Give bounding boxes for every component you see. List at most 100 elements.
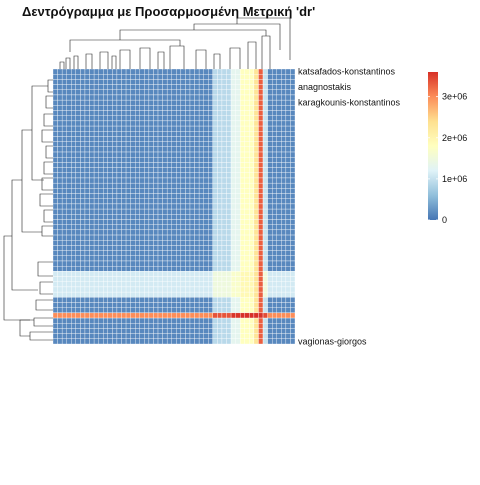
- heatmap-cell: [52, 229, 58, 236]
- heatmap-cell: [144, 307, 150, 314]
- heatmap-cell: [103, 333, 108, 339]
- heatmap-cell: [230, 291, 236, 298]
- heatmap-cell: [130, 265, 136, 272]
- heatmap-cell: [139, 84, 145, 90]
- heatmap-cell: [157, 68, 163, 75]
- heatmap-cell: [116, 317, 122, 324]
- heatmap-cell: [208, 203, 213, 210]
- heatmap-cell: [189, 177, 195, 184]
- heatmap-cell: [112, 110, 118, 116]
- heatmap-cell: [107, 151, 113, 158]
- heatmap-cell: [121, 94, 127, 101]
- heatmap-cell: [130, 208, 136, 215]
- heatmap-cell: [212, 79, 218, 85]
- heatmap-cell: [198, 110, 204, 116]
- heatmap-cell: [93, 141, 99, 148]
- row-dendrogram-branch: [29, 331, 53, 341]
- heatmap-cell: [171, 136, 177, 142]
- heatmap-cell: [203, 141, 209, 148]
- heatmap-cell: [135, 177, 140, 184]
- heatmap-cell: [267, 146, 273, 153]
- heatmap-cell: [180, 265, 186, 272]
- heatmap-cell: [84, 317, 90, 324]
- heatmap-cell: [276, 141, 282, 148]
- heatmap-cell: [281, 240, 287, 246]
- heatmap-cell: [103, 312, 108, 319]
- heatmap-cell: [162, 245, 168, 251]
- heatmap-cell: [276, 203, 282, 210]
- heatmap-cell: [285, 333, 291, 339]
- heatmap-cell: [166, 255, 172, 262]
- heatmap-cell: [230, 286, 236, 293]
- heatmap-cell: [130, 312, 136, 319]
- heatmap-cell: [75, 219, 81, 225]
- heatmap-cell: [153, 208, 159, 215]
- heatmap-cell: [258, 234, 264, 241]
- heatmap-cell: [240, 286, 245, 293]
- heatmap-cell: [203, 203, 209, 210]
- heatmap-cell: [139, 286, 145, 293]
- heatmap-cell: [212, 172, 218, 179]
- heatmap-cell: [176, 255, 182, 262]
- heatmap-cell: [107, 240, 113, 246]
- heatmap-cell: [217, 182, 223, 189]
- heatmap-cell: [84, 115, 90, 122]
- heatmap-cell: [80, 105, 86, 111]
- heatmap-cell: [217, 240, 223, 246]
- heatmap-cell: [285, 146, 291, 153]
- heatmap-cell: [203, 157, 209, 163]
- heatmap-cell: [189, 188, 195, 194]
- heatmap-cell: [253, 68, 259, 75]
- heatmap-cell: [235, 167, 241, 173]
- heatmap-cell: [139, 229, 145, 236]
- heatmap-cell: [144, 177, 150, 184]
- heatmap-cell: [157, 333, 163, 339]
- heatmap-cell: [116, 208, 122, 215]
- heatmap-cell: [89, 260, 95, 267]
- heatmap-cell: [103, 162, 108, 168]
- heatmap-cell: [71, 188, 77, 194]
- heatmap-cell: [230, 162, 236, 168]
- heatmap-cell: [189, 79, 195, 85]
- heatmap-cell: [235, 198, 241, 205]
- heatmap-cell: [57, 68, 63, 75]
- heatmap-cell: [71, 151, 77, 158]
- heatmap-cell: [235, 271, 241, 277]
- heatmap-cell: [253, 146, 259, 153]
- heatmap-cell: [125, 193, 131, 199]
- heatmap-cell: [144, 99, 150, 106]
- heatmap-cell: [93, 79, 99, 85]
- heatmap-cell: [208, 286, 213, 293]
- heatmap-cell: [253, 177, 259, 184]
- heatmap-cell: [189, 110, 195, 116]
- heatmap-cell: [98, 333, 104, 339]
- heatmap-cell: [107, 234, 113, 241]
- heatmap-cell: [84, 182, 90, 189]
- heatmap-cell: [98, 157, 104, 163]
- heatmap-cell: [130, 291, 136, 298]
- heatmap-cell: [185, 203, 191, 210]
- heatmap-cell: [121, 146, 127, 153]
- heatmap-cell: [89, 89, 95, 96]
- heatmap-cell: [80, 94, 86, 101]
- heatmap-cell: [208, 68, 213, 75]
- heatmap-cell: [290, 146, 296, 153]
- heatmap-cell: [208, 333, 213, 339]
- heatmap-cell: [116, 74, 122, 80]
- heatmap-cell: [271, 203, 277, 210]
- heatmap-cell: [276, 208, 282, 215]
- heatmap-cell: [171, 157, 177, 163]
- heatmap-cell: [262, 193, 268, 199]
- heatmap-cell: [253, 136, 259, 142]
- heatmap-cell: [208, 188, 213, 194]
- heatmap-cell: [157, 328, 163, 334]
- heatmap-cell: [203, 115, 209, 122]
- heatmap-cell: [103, 219, 108, 225]
- heatmap-cell: [208, 291, 213, 298]
- heatmap-cell: [203, 110, 209, 116]
- heatmap-cell: [230, 323, 236, 329]
- heatmap-cell: [285, 84, 291, 90]
- heatmap-cell: [153, 307, 159, 314]
- heatmap-cell: [98, 105, 104, 111]
- heatmap-cell: [125, 323, 131, 329]
